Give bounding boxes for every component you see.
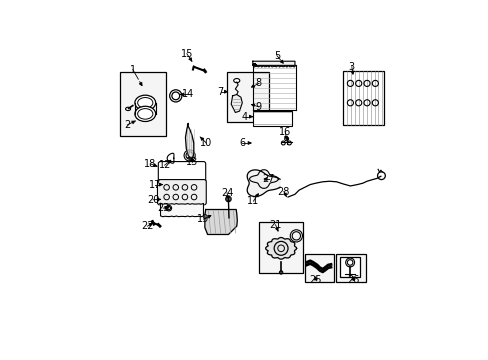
Bar bbox=[259, 222, 303, 273]
Text: 26: 26 bbox=[346, 275, 359, 285]
Text: 10: 10 bbox=[200, 138, 212, 148]
Text: 7: 7 bbox=[217, 87, 224, 97]
Ellipse shape bbox=[233, 78, 239, 83]
Text: 11: 11 bbox=[247, 196, 259, 206]
Polygon shape bbox=[231, 94, 242, 112]
Polygon shape bbox=[160, 203, 203, 217]
Text: 13: 13 bbox=[186, 157, 198, 167]
Polygon shape bbox=[252, 61, 294, 66]
Polygon shape bbox=[265, 238, 296, 259]
Bar bbox=[252, 111, 291, 126]
Bar bbox=[340, 257, 359, 277]
Text: 27: 27 bbox=[262, 174, 274, 184]
Ellipse shape bbox=[125, 107, 130, 111]
Text: 18: 18 bbox=[144, 159, 156, 169]
Text: 28: 28 bbox=[277, 186, 289, 197]
Bar bbox=[343, 71, 383, 125]
Polygon shape bbox=[204, 210, 237, 234]
Text: 4: 4 bbox=[242, 112, 247, 122]
Text: 12: 12 bbox=[158, 160, 170, 170]
Text: 8: 8 bbox=[255, 78, 262, 89]
Ellipse shape bbox=[138, 109, 153, 119]
Text: 5: 5 bbox=[273, 51, 280, 61]
Text: 2: 2 bbox=[124, 120, 130, 130]
Bar bbox=[335, 254, 365, 282]
Bar bbox=[304, 254, 333, 282]
Text: 22: 22 bbox=[141, 221, 153, 231]
Text: 14: 14 bbox=[182, 90, 194, 99]
Polygon shape bbox=[247, 170, 280, 197]
Text: 19: 19 bbox=[197, 214, 209, 224]
Text: 21: 21 bbox=[269, 220, 281, 230]
Text: 6: 6 bbox=[239, 138, 245, 148]
Text: 16: 16 bbox=[279, 127, 291, 137]
Text: 15: 15 bbox=[180, 49, 193, 59]
Text: 24: 24 bbox=[221, 188, 233, 198]
Text: 25: 25 bbox=[309, 275, 321, 285]
FancyBboxPatch shape bbox=[158, 162, 205, 183]
Text: 20: 20 bbox=[146, 195, 159, 205]
Ellipse shape bbox=[135, 95, 155, 111]
Text: 1: 1 bbox=[129, 64, 136, 75]
Polygon shape bbox=[185, 123, 193, 159]
Polygon shape bbox=[249, 170, 278, 188]
Text: 9: 9 bbox=[255, 102, 262, 112]
Bar bbox=[226, 72, 268, 122]
Bar bbox=[120, 72, 166, 136]
FancyBboxPatch shape bbox=[157, 180, 206, 205]
Text: 23: 23 bbox=[157, 203, 169, 213]
Ellipse shape bbox=[135, 106, 155, 122]
Text: 3: 3 bbox=[348, 62, 354, 72]
Ellipse shape bbox=[138, 98, 153, 108]
Text: 17: 17 bbox=[148, 180, 161, 190]
